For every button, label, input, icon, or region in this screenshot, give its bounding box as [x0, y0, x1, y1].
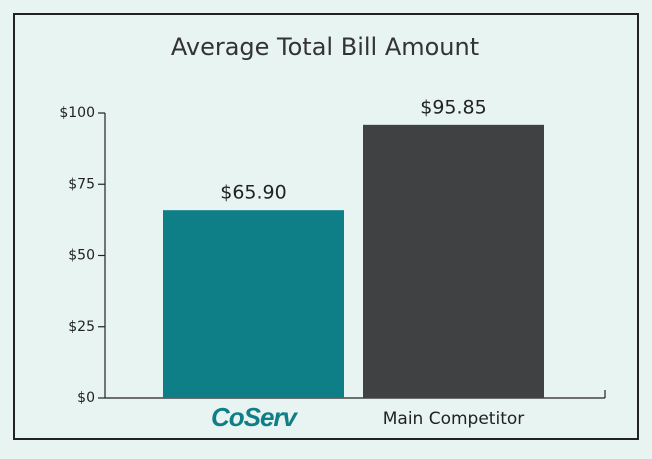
value-label: $95.85: [420, 96, 486, 118]
x-tick-label: CoServ: [211, 402, 299, 432]
value-label: $65.90: [220, 182, 286, 204]
y-tick-label: $0: [77, 390, 95, 406]
x-tick-label: Main Competitor: [383, 409, 525, 429]
bar: [363, 124, 544, 398]
frame: [13, 13, 639, 440]
chart-title: Average Total Bill Amount: [171, 33, 479, 61]
y-tick-label: $25: [68, 319, 95, 335]
y-tick-label: $75: [68, 176, 95, 192]
y-tick-label: $50: [68, 248, 95, 264]
y-tick-label: $100: [59, 105, 95, 121]
bar: [163, 210, 344, 398]
